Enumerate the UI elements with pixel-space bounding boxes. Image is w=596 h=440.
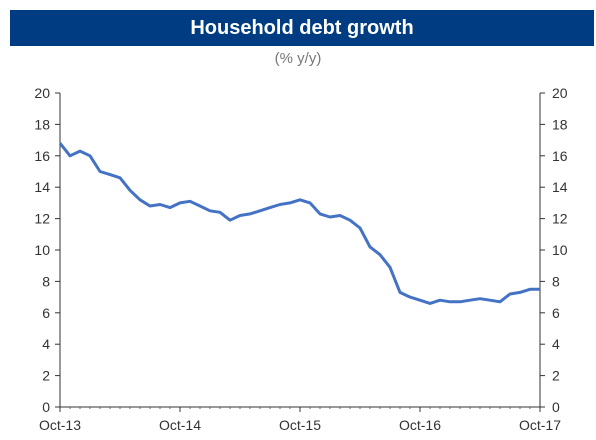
y-tick-label-right: 8	[552, 273, 560, 289]
y-tick-label-left: 8	[42, 273, 50, 289]
y-tick-label-right: 18	[552, 116, 568, 132]
x-axis: Oct-13 Oct-14 Oct-15 Oct-16 Oct-17	[39, 407, 561, 433]
chart-axes	[59, 93, 541, 408]
y-tick-label-right: 10	[552, 242, 568, 258]
y-tick-label-left: 0	[42, 399, 50, 415]
x-tick-label: Oct-14	[159, 417, 201, 433]
y-tick-label-left: 2	[42, 368, 50, 384]
chart-subtitle: (% y/y)	[274, 50, 322, 67]
y-tick-label-right: 16	[552, 148, 568, 164]
y-axis-right: 0 2 4 6 8 10 12 14 16 18 20	[540, 85, 568, 415]
y-tick-label-left: 6	[42, 305, 50, 321]
y-tick-label-right: 20	[552, 85, 568, 101]
y-tick-label-left: 20	[34, 85, 50, 101]
y-tick-label-left: 10	[34, 242, 50, 258]
y-tick-label-left: 18	[34, 116, 50, 132]
x-tick-label: Oct-17	[519, 417, 561, 433]
y-axis-left: 0 2 4 6 8 10 12 14 16 18 20	[34, 85, 60, 415]
x-tick-label: Oct-13	[39, 417, 81, 433]
y-tick-label-right: 2	[552, 368, 560, 384]
y-tick-label-right: 12	[552, 211, 568, 227]
series-line	[58, 142, 540, 305]
y-tick-label-right: 14	[552, 179, 568, 195]
y-tick-label-left: 16	[34, 148, 50, 164]
y-tick-label-right: 4	[552, 336, 560, 352]
y-tick-label-left: 4	[42, 336, 50, 352]
x-tick-label: Oct-16	[399, 417, 441, 433]
y-tick-label-left: 12	[34, 211, 50, 227]
y-tick-label-right: 6	[552, 305, 560, 321]
chart-title: Household debt growth	[190, 16, 414, 39]
x-tick-label: Oct-15	[279, 417, 321, 433]
y-tick-label-right: 0	[552, 399, 560, 415]
chart-title-bar: Household debt growth	[10, 10, 594, 46]
series-layer	[58, 142, 540, 305]
y-tick-label-left: 14	[34, 179, 50, 195]
